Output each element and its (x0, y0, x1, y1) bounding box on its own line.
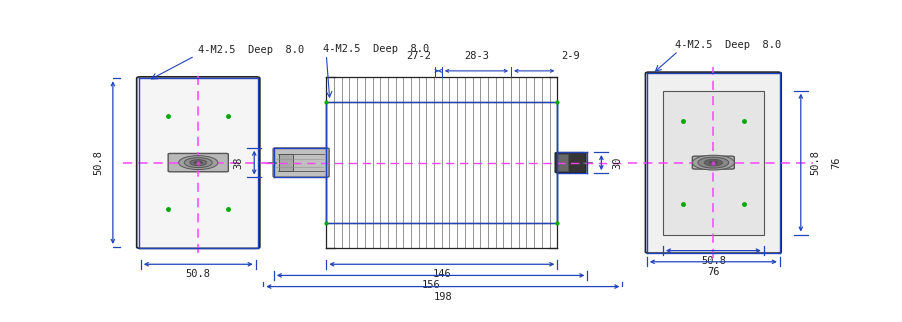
Circle shape (711, 162, 714, 163)
Circle shape (692, 155, 733, 170)
Bar (279, 155, 292, 171)
Text: 146: 146 (432, 269, 451, 279)
Text: 198: 198 (433, 291, 452, 301)
FancyBboxPatch shape (168, 154, 228, 172)
FancyBboxPatch shape (555, 153, 585, 173)
FancyBboxPatch shape (692, 156, 733, 169)
FancyBboxPatch shape (272, 148, 328, 177)
Circle shape (197, 162, 199, 163)
FancyBboxPatch shape (136, 77, 260, 248)
FancyBboxPatch shape (645, 72, 780, 253)
Text: 50.8: 50.8 (186, 269, 210, 279)
Circle shape (704, 159, 722, 166)
Text: 2-9: 2-9 (560, 51, 579, 61)
Text: 50.8: 50.8 (700, 256, 725, 266)
Text: 30: 30 (612, 156, 621, 169)
Circle shape (179, 156, 217, 170)
Text: 4-M2.5  Deep  8.0: 4-M2.5 Deep 8.0 (674, 40, 780, 50)
Text: 4-M2.5  Deep  8.0: 4-M2.5 Deep 8.0 (198, 45, 304, 55)
Circle shape (708, 161, 717, 164)
Text: 76: 76 (706, 267, 719, 277)
Text: 76: 76 (830, 156, 840, 169)
Circle shape (184, 158, 212, 167)
Circle shape (194, 161, 202, 164)
Bar (662, 91, 763, 234)
Circle shape (697, 157, 728, 168)
Text: 50.8: 50.8 (809, 150, 819, 175)
Circle shape (189, 160, 207, 166)
Text: 28-3: 28-3 (464, 51, 488, 61)
Text: 38: 38 (234, 156, 244, 169)
Bar (557, 154, 567, 171)
Text: 27-2: 27-2 (406, 51, 431, 61)
Text: 50.8: 50.8 (94, 150, 104, 175)
Text: 156: 156 (420, 280, 439, 290)
Text: 4-M2.5  Deep  8.0: 4-M2.5 Deep 8.0 (323, 43, 428, 53)
